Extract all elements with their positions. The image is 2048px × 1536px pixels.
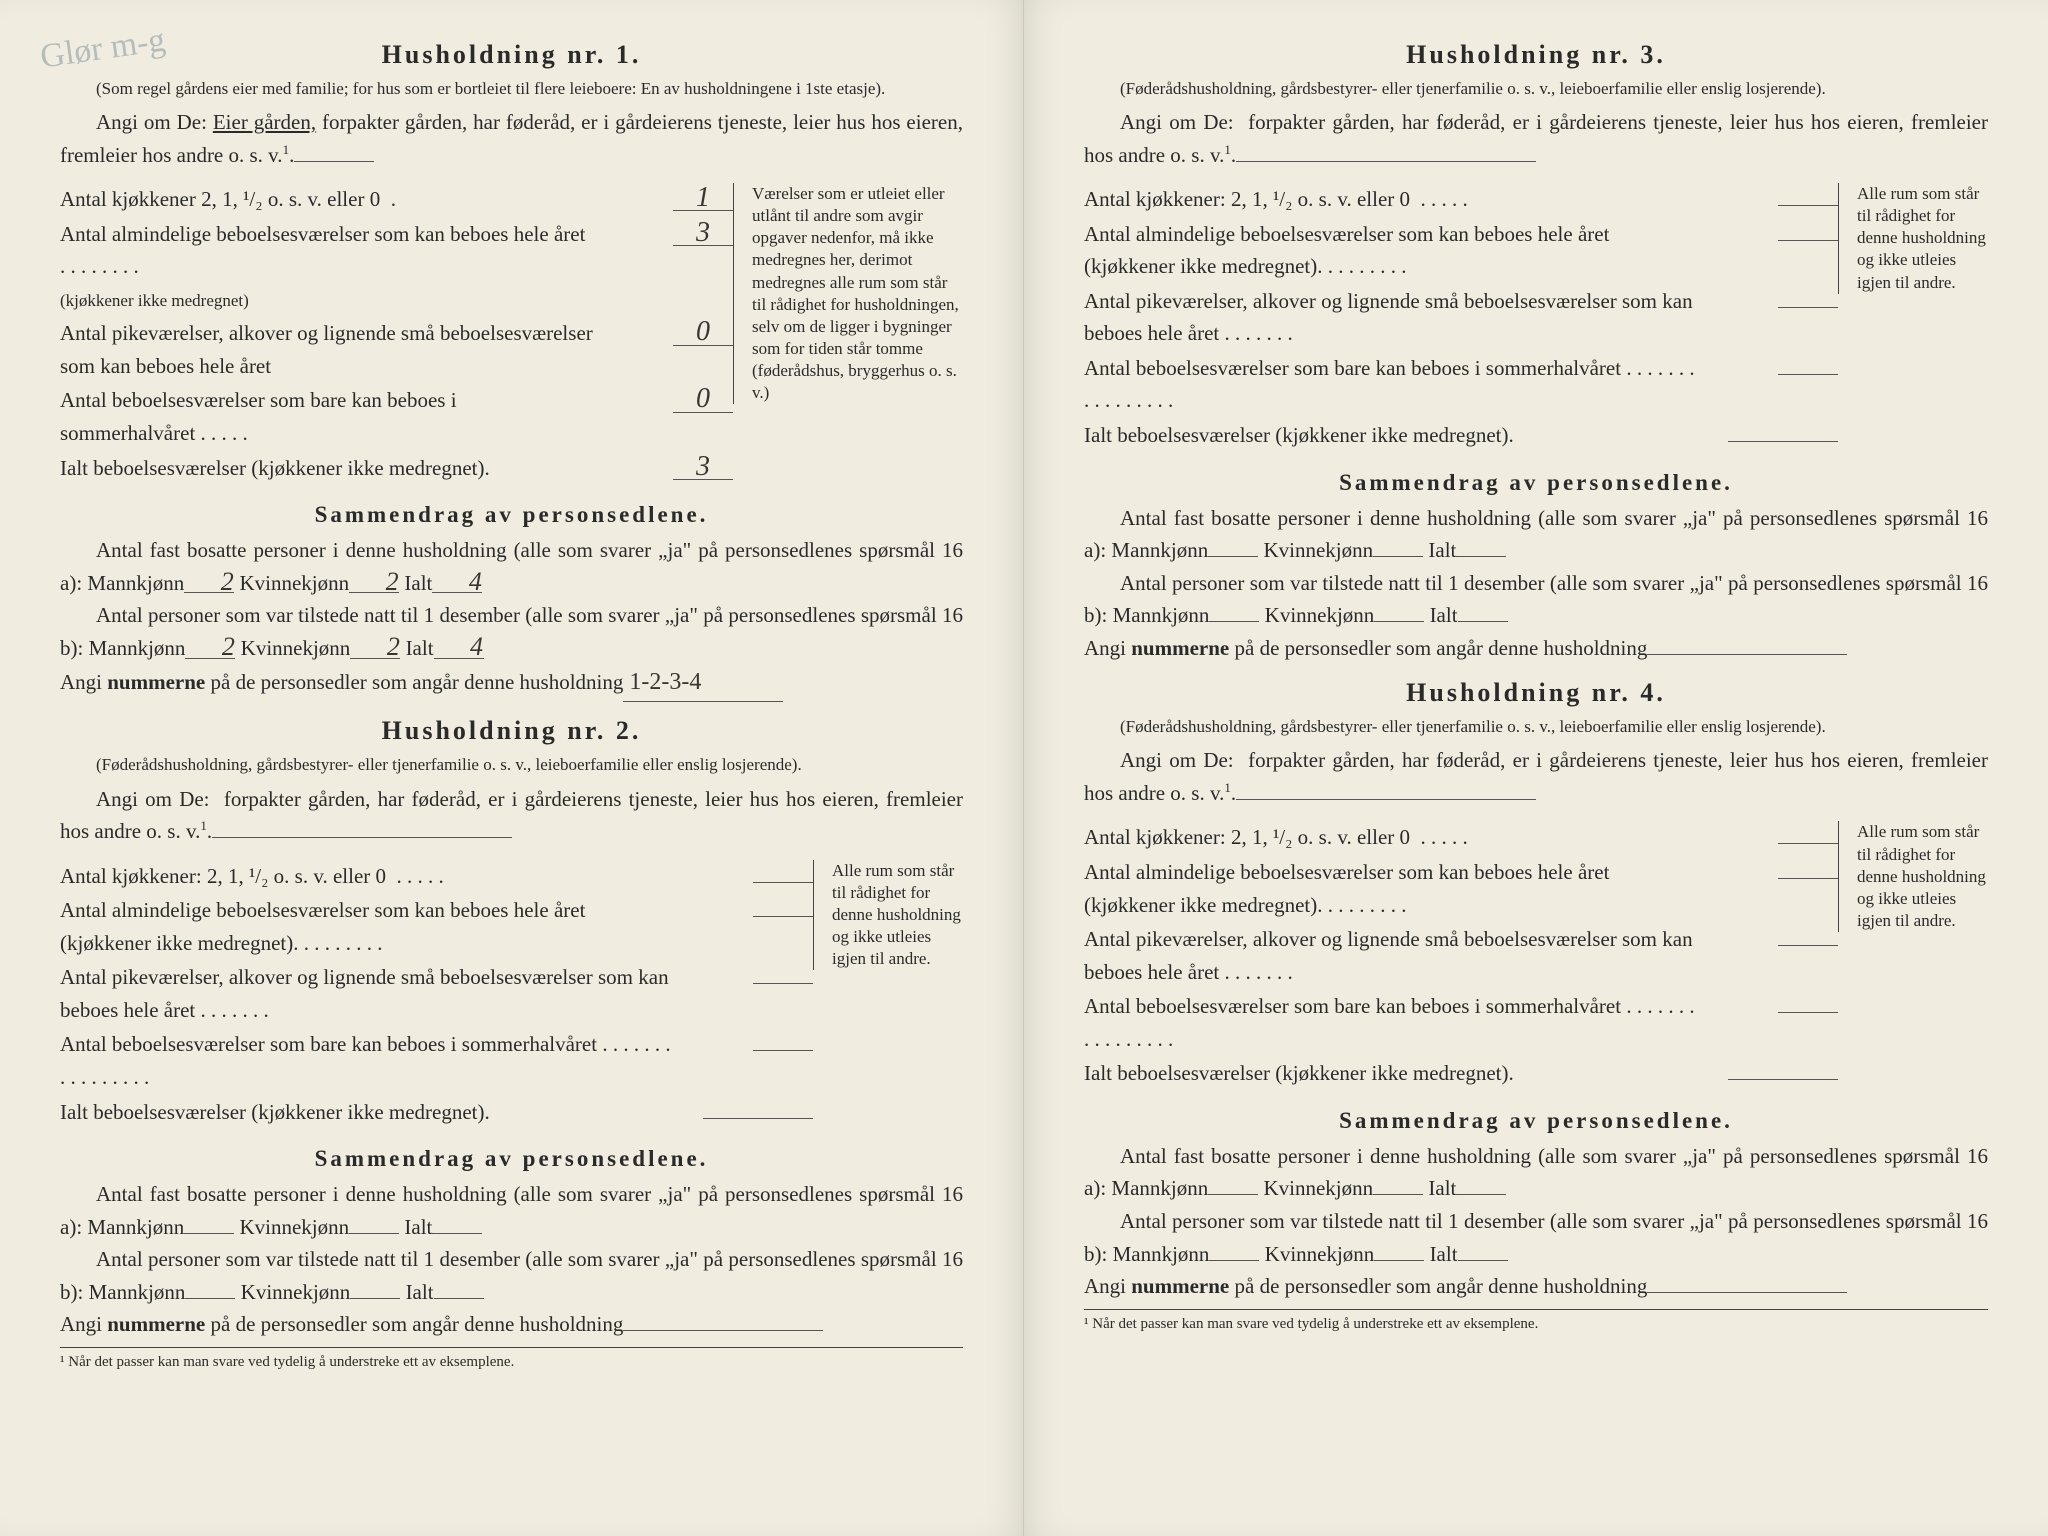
hh4-line16b: Antal personer som var tilstede natt til…: [1084, 1205, 1988, 1270]
hh2-summary-title: Sammendrag av personsedlene.: [60, 1146, 963, 1172]
hh1-kjokken-val: 1: [673, 185, 733, 211]
hh2-line16a: Antal fast bosatte personer i denne hush…: [60, 1178, 963, 1243]
footnote-right: ¹ Når det passer kan man svare ved tydel…: [1084, 1316, 1988, 1333]
hh3-sidebar: Alle rum som står til rådighet for denne…: [1838, 183, 1988, 293]
hh1-line16a: Antal fast bosatte personer i denne hush…: [60, 534, 963, 599]
hh3-pike-label: Antal pikeværelser, alkover og lignende …: [1084, 285, 1704, 350]
hh1-subnote: (Som regel gårdens eier med familie; for…: [60, 78, 963, 100]
hh1-title: Husholdning nr. 1.: [60, 40, 963, 70]
hh3-fields-row: Antal kjøkkener: 2, 1, ¹/₂ o. s. v. elle…: [1084, 183, 1988, 453]
hh2-title: Husholdning nr. 2.: [60, 716, 963, 746]
household-4: Husholdning nr. 4. (Føderådshusholdning,…: [1084, 678, 1988, 1332]
hh1-numline: Angi nummerne på de personsedler som ang…: [60, 664, 963, 702]
hh2-ialt-label: Ialt beboelsesværelser (kjøkkener ikke m…: [60, 1096, 490, 1129]
hh2-subnote: (Føderådshusholdning, gårdsbestyrer- ell…: [60, 754, 963, 776]
hh2-sommer-label: Antal beboelsesværelser som bare kan beb…: [60, 1028, 680, 1093]
hh2-fields-row: Antal kjøkkener: 2, 1, ¹/₂ o. s. v. elle…: [60, 860, 963, 1130]
hh4-fields-row: Antal kjøkkener: 2, 1, ¹/₂ o. s. v. elle…: [1084, 821, 1988, 1091]
hh1-kjokken-label: Antal kjøkkener 2, 1, ¹/₂ o. s. v. eller…: [60, 183, 380, 216]
hh2-numline: Angi nummerne på de personsedler som ang…: [60, 1308, 963, 1341]
hh4-sidebar: Alle rum som står til rådighet for denne…: [1838, 821, 1988, 931]
hh1-pike-val: 0: [673, 319, 733, 345]
hh3-numline: Angi nummerne på de personsedler som ang…: [1084, 632, 1988, 665]
hh3-line16b: Antal personer som var tilstede natt til…: [1084, 567, 1988, 632]
hh1-main-col: Antal kjøkkener 2, 1, ¹/₂ o. s. v. eller…: [60, 183, 733, 486]
household-3: Husholdning nr. 3. (Føderådshusholdning,…: [1084, 40, 1988, 664]
hh4-title: Husholdning nr. 4.: [1084, 678, 1988, 708]
hh1-ialt-label: Ialt beboelsesværelser (kjøkkener ikke m…: [60, 452, 490, 485]
hh3-title: Husholdning nr. 3.: [1084, 40, 1988, 70]
right-page: Husholdning nr. 3. (Føderådshusholdning,…: [1024, 0, 2048, 1536]
hh2-pike-label: Antal pikeværelser, alkover og lignende …: [60, 961, 680, 1026]
hh3-summary-title: Sammendrag av personsedlene.: [1084, 470, 1988, 496]
hh1-line16b: Antal personer som var tilstede natt til…: [60, 599, 963, 664]
household-2: Husholdning nr. 2. (Føderådshusholdning,…: [60, 716, 963, 1370]
hh4-line16a: Antal fast bosatte personer i denne hush…: [1084, 1140, 1988, 1205]
hh1-numval: 1-2-3-4: [623, 664, 783, 702]
hh1-pike-label: Antal pikeværelser, alkover og lignende …: [60, 317, 620, 382]
hh4-numline: Angi nummerne på de personsedler som ang…: [1084, 1270, 1988, 1303]
hh4-summary-title: Sammendrag av personsedlene.: [1084, 1108, 1988, 1134]
hh3-almind-label: Antal almindelige beboelsesværelser som …: [1084, 218, 1704, 283]
hh2-angi: Angi om De: forpakter gården, har føderå…: [60, 783, 963, 848]
hh3-angi: Angi om De: forpakter gården, har føderå…: [1084, 106, 1988, 171]
hh4-subnote: (Føderådshusholdning, gårdsbestyrer- ell…: [1084, 716, 1988, 738]
footnote-left: ¹ Når det passer kan man svare ved tydel…: [60, 1354, 963, 1371]
hh4-pike-label: Antal pikeværelser, alkover og lignende …: [1084, 923, 1704, 988]
hh2-line16b: Antal personer som var tilstede natt til…: [60, 1243, 963, 1308]
hh1-almind-label: Antal almindelige beboelsesværelser som …: [60, 218, 590, 316]
hh1-summary-title: Sammendrag av personsedlene.: [60, 502, 963, 528]
hh1-mann16b: 2: [185, 637, 235, 659]
hh3-ialt-label: Ialt beboelsesværelser (kjøkkener ikke m…: [1084, 419, 1514, 452]
hh2-main-col: Antal kjøkkener: 2, 1, ¹/₂ o. s. v. elle…: [60, 860, 813, 1130]
household-1: Husholdning nr. 1. (Som regel gårdens ei…: [60, 40, 963, 702]
hh1-angi: Angi om De: Eier gården, forpakter gårde…: [60, 106, 963, 171]
hh1-mann16a: 2: [184, 572, 234, 594]
hh1-fields-row: Antal kjøkkener 2, 1, ¹/₂ o. s. v. eller…: [60, 183, 963, 486]
hh3-main-col: Antal kjøkkener: 2, 1, ¹/₂ o. s. v. elle…: [1084, 183, 1838, 453]
hh2-kjokken-label: Antal kjøkkener: 2, 1, ¹/₂ o. s. v. elle…: [60, 860, 386, 893]
hh1-sommer-label: Antal beboelsesværelser som bare kan beb…: [60, 384, 590, 449]
hh1-kvinne16b: 2: [350, 637, 400, 659]
hh4-almind-label: Antal almindelige beboelsesværelser som …: [1084, 856, 1704, 921]
hh3-sommer-label: Antal beboelsesværelser som bare kan beb…: [1084, 352, 1704, 417]
hh4-main-col: Antal kjøkkener: 2, 1, ¹/₂ o. s. v. elle…: [1084, 821, 1838, 1091]
hh3-line16a: Antal fast bosatte personer i denne hush…: [1084, 502, 1988, 567]
hh1-ialt16a: 4: [432, 572, 482, 594]
hh3-kjokken-label: Antal kjøkkener: 2, 1, ¹/₂ o. s. v. elle…: [1084, 183, 1410, 216]
hh1-kvinne16a: 2: [349, 572, 399, 594]
hh1-ialt-val: 3: [673, 454, 733, 480]
hh4-kjokken-label: Antal kjøkkener: 2, 1, ¹/₂ o. s. v. elle…: [1084, 821, 1410, 854]
hh2-sidebar: Alle rum som står til rådighet for denne…: [813, 860, 963, 970]
hh4-sommer-label: Antal beboelsesværelser som bare kan beb…: [1084, 990, 1704, 1055]
hh2-almind-label: Antal almindelige beboelsesværelser som …: [60, 894, 680, 959]
hh1-almind-val: 3: [673, 220, 733, 246]
left-page: Glør m-g Husholdning nr. 1. (Som regel g…: [0, 0, 1024, 1536]
hh4-ialt-label: Ialt beboelsesværelser (kjøkkener ikke m…: [1084, 1057, 1514, 1090]
hh1-sidebar: Værelser som er utleiet eller utlånt til…: [733, 183, 963, 404]
hh3-subnote: (Føderådshusholdning, gårdsbestyrer- ell…: [1084, 78, 1988, 100]
hh4-angi: Angi om De: forpakter gården, har føderå…: [1084, 744, 1988, 809]
hh1-ialt16b: 4: [434, 637, 484, 659]
hh1-sommer-val: 0: [673, 386, 733, 412]
